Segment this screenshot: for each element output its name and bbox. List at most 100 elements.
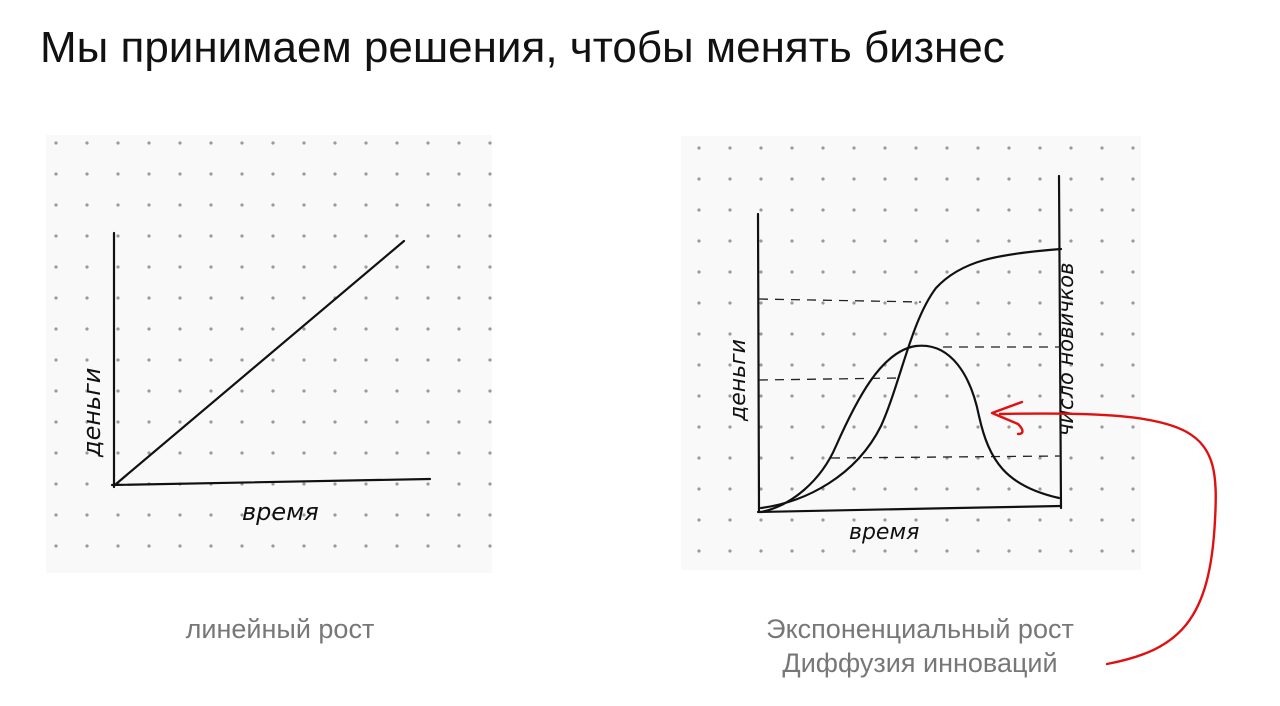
grid-dot: [821, 177, 825, 181]
grid-dot: [883, 518, 887, 522]
grid-dot: [914, 270, 918, 274]
grid-dot: [488, 265, 492, 269]
grid-dot: [85, 513, 89, 517]
grid-dot: [457, 482, 461, 486]
grid-dot: [759, 270, 763, 274]
grid-dot: [395, 513, 399, 517]
grid-dot: [759, 518, 763, 522]
grid-dot: [209, 203, 213, 207]
grid-dot: [426, 482, 430, 486]
grid-dot: [976, 549, 980, 553]
grid-dot: [85, 327, 89, 331]
grid-dot: [240, 451, 244, 455]
grid-dot: [116, 265, 120, 269]
grid-dot: [976, 208, 980, 212]
grid-dot: [821, 301, 825, 305]
grid-dot: [945, 208, 949, 212]
grid-dot: [697, 146, 701, 150]
grid-dot: [1069, 208, 1073, 212]
grid-dot: [364, 327, 368, 331]
grid-dot: [271, 172, 275, 176]
grid-dot: [54, 172, 58, 176]
grid-dot: [147, 327, 151, 331]
grid-dot: [54, 203, 58, 207]
bell-curve: [759, 344, 1061, 514]
grid-dot: [790, 487, 794, 491]
grid-dot: [1007, 549, 1011, 553]
grid-dot: [1038, 332, 1042, 336]
grid-dot: [945, 487, 949, 491]
grid-dot: [54, 389, 58, 393]
grid-dot: [1131, 177, 1135, 181]
grid-dot: [728, 208, 732, 212]
grid-dot: [426, 327, 430, 331]
grid-dot: [426, 141, 430, 145]
grid-dot: [728, 146, 732, 150]
grid-dot: [302, 265, 306, 269]
linear-growth-svg: деньги время: [54, 141, 492, 548]
grid-dot: [271, 203, 275, 207]
grid-dot: [790, 239, 794, 243]
grid-dot: [1131, 456, 1135, 460]
grid-dot: [271, 296, 275, 300]
grid-dot: [1131, 425, 1135, 429]
grid-dot: [883, 394, 887, 398]
grid-dot: [457, 544, 461, 548]
grid-dot: [271, 513, 275, 517]
grid-dot: [54, 358, 58, 362]
grid-dot: [426, 544, 430, 548]
grid-dot: [697, 239, 701, 243]
grid-dot: [333, 544, 337, 548]
grid-dot: [697, 425, 701, 429]
grid-dot: [1100, 425, 1104, 429]
grid-dot: [945, 394, 949, 398]
grid-dot: [1007, 363, 1011, 367]
grid-dot: [697, 177, 701, 181]
grid-dot: [1007, 425, 1011, 429]
grid-dot: [852, 270, 856, 274]
grid-dot: [883, 146, 887, 150]
grid-dot: [1038, 487, 1042, 491]
grid-dot: [333, 203, 337, 207]
grid-dot: [1038, 394, 1042, 398]
grid-dot: [178, 327, 182, 331]
grid-dot: [976, 518, 980, 522]
grid-dot: [976, 301, 980, 305]
grid-dot: [240, 203, 244, 207]
exponential-growth-svg: деньги число новичков время: [697, 146, 1135, 553]
grid-dot: [488, 296, 492, 300]
grid-dot: [116, 358, 120, 362]
grid-dot: [457, 265, 461, 269]
grid-dot: [302, 451, 306, 455]
grid-dot: [697, 518, 701, 522]
grid-dot: [147, 389, 151, 393]
grid-dot: [426, 234, 430, 238]
grid-dot: [759, 425, 763, 429]
grid-dot: [821, 456, 825, 460]
grid-dot: [178, 203, 182, 207]
grid-dot: [209, 544, 213, 548]
grid-dot: [457, 141, 461, 145]
grid-dot: [697, 394, 701, 398]
grid-dot: [914, 425, 918, 429]
grid-dot: [852, 518, 856, 522]
grid-dot: [333, 172, 337, 176]
grid-dot: [914, 363, 918, 367]
grid-dot: [852, 146, 856, 150]
grid-dot: [852, 239, 856, 243]
grid-dot: [883, 301, 887, 305]
grid-dot: [1069, 487, 1073, 491]
grid-dot: [178, 358, 182, 362]
grid-dot: [1038, 239, 1042, 243]
grid-dot: [333, 513, 337, 517]
grid-dot: [1131, 146, 1135, 150]
grid-dot: [1131, 363, 1135, 367]
grid-dot: [1100, 301, 1104, 305]
grid-dot: [1069, 363, 1073, 367]
grid-dot: [945, 425, 949, 429]
grid-dot: [1038, 208, 1042, 212]
grid-dot: [395, 296, 399, 300]
grid-dot: [945, 301, 949, 305]
grid-dot: [488, 389, 492, 393]
dot-grid: [697, 146, 1135, 553]
